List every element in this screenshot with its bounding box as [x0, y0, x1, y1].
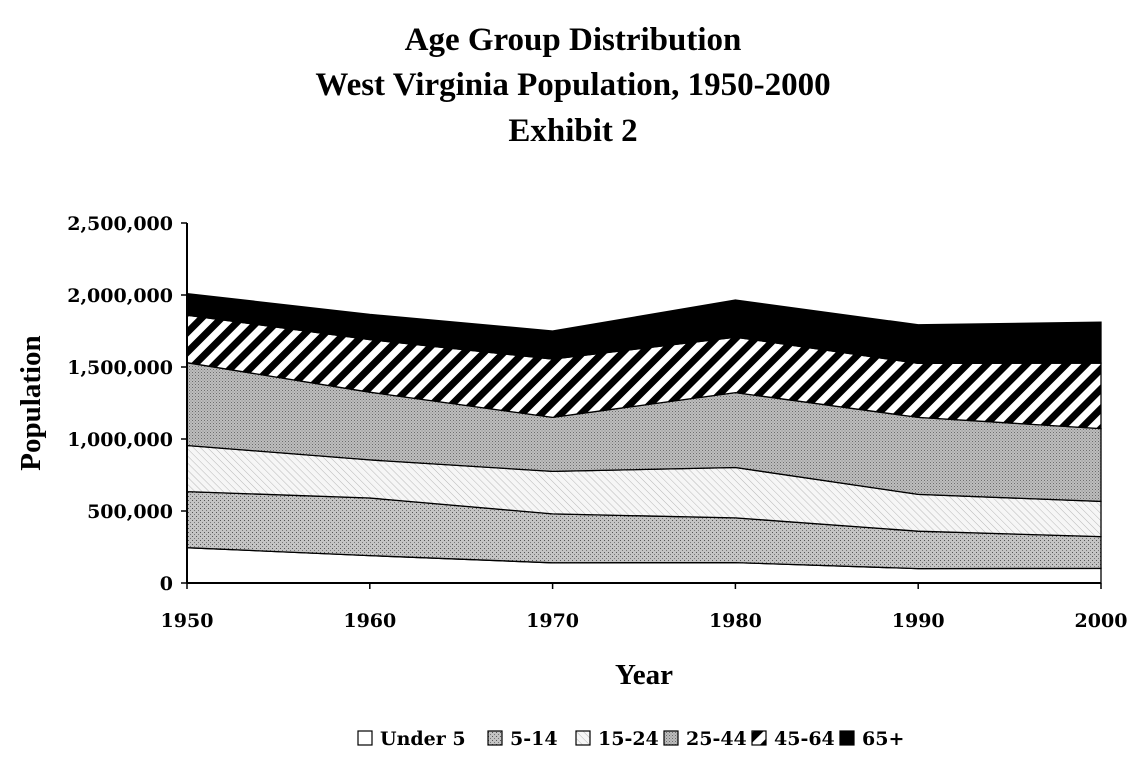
legend-item-under-5: Under 5 — [357, 728, 466, 750]
y-tick-label: 2,000,000 — [67, 285, 173, 307]
legend-swatch — [357, 730, 373, 746]
legend: Under 5 5-14 15-24 25-44 45-64 65+ — [357, 728, 904, 750]
legend-swatch — [575, 730, 591, 746]
legend-label: 45-64 — [774, 728, 835, 750]
x-tick-label: 1970 — [526, 610, 579, 632]
chart-title-line-1: Age Group Distribution — [404, 22, 742, 58]
y-tick-label: 2,500,000 — [67, 213, 173, 235]
chart-title-line-3: Exhibit 2 — [508, 113, 638, 149]
y-tick-label: 500,000 — [87, 501, 173, 523]
legend-item-25-44: 25-44 — [663, 728, 747, 750]
area-series-65- — [186, 292, 1102, 365]
x-tick-label: 1990 — [892, 610, 945, 632]
legend-label: 65+ — [862, 728, 904, 750]
y-tick-label: 0 — [160, 573, 173, 595]
legend-item-45-64: 45-64 — [751, 728, 835, 750]
legend-swatch — [663, 730, 679, 746]
legend-item-65-: 65+ — [839, 728, 904, 750]
x-tick-label: 2000 — [1075, 610, 1128, 632]
legend-swatch — [839, 730, 855, 746]
x-tick-label: 1950 — [161, 610, 214, 632]
legend-label: 15-24 — [598, 728, 659, 750]
legend-label: 5-14 — [510, 728, 558, 750]
legend-swatch — [751, 730, 767, 746]
y-tick-label: 1,500,000 — [67, 357, 173, 379]
legend-item-15-24: 15-24 — [575, 728, 659, 750]
x-tick-label: 1980 — [709, 610, 762, 632]
y-axis-title: Population — [15, 335, 47, 470]
chart-title-line-2: West Virginia Population, 1950-2000 — [315, 67, 831, 103]
legend-label: 25-44 — [686, 728, 747, 750]
stacked-areas — [186, 292, 1102, 584]
legend-swatch — [487, 730, 503, 746]
axes: 0 500,000 1,000,000 1,500,000 2,000,000 2,500… — [15, 213, 1127, 691]
x-axis-title: Year — [615, 659, 673, 691]
x-tick-label: 1960 — [343, 610, 396, 632]
y-tick-label: 1,000,000 — [67, 429, 173, 451]
legend-item-5-14: 5-14 — [487, 728, 558, 750]
legend-label: Under 5 — [380, 728, 466, 750]
